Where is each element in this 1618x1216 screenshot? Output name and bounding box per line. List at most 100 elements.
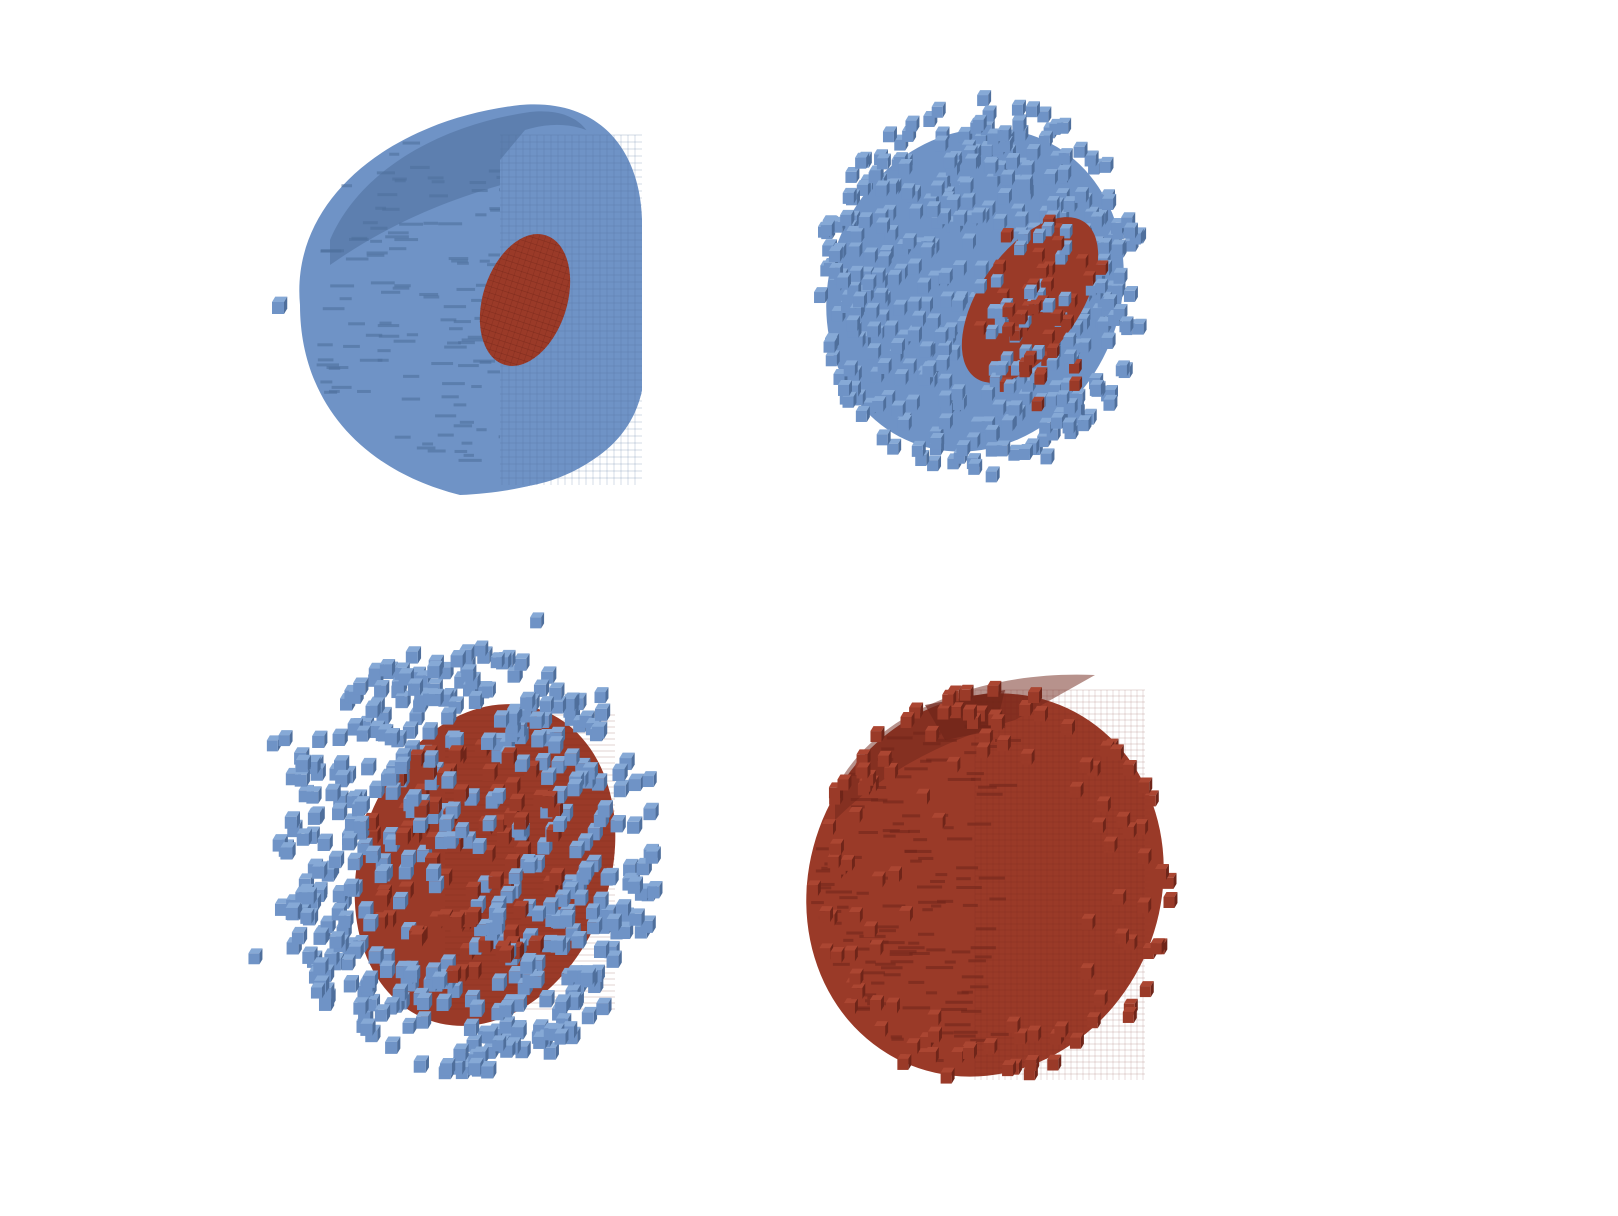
voxel (466, 906, 482, 925)
voxel (1008, 400, 1023, 417)
voxel (849, 265, 864, 282)
voxel (1075, 254, 1089, 269)
voxel (445, 965, 462, 983)
voxel (1115, 360, 1130, 377)
voxel (369, 780, 385, 799)
voxel (1113, 267, 1128, 284)
voxel (997, 125, 1012, 142)
voxel (353, 997, 369, 1015)
voxel (343, 878, 360, 897)
voxel (1139, 981, 1154, 998)
voxel (574, 889, 589, 906)
voxel (409, 929, 426, 947)
voxel (927, 1009, 942, 1026)
voxel (942, 689, 957, 706)
voxel (365, 700, 381, 718)
voxel (935, 355, 950, 371)
voxel (925, 725, 940, 742)
voxel (1001, 415, 1016, 432)
voxel (825, 350, 840, 367)
voxel (937, 703, 952, 720)
voxel (591, 721, 608, 739)
voxel (465, 881, 481, 900)
voxel (1114, 928, 1129, 945)
voxel (943, 322, 958, 339)
voxel (645, 846, 661, 864)
voxel (441, 771, 457, 789)
voxel (493, 710, 510, 728)
voxel (959, 177, 974, 194)
voxel (959, 684, 974, 701)
voxel (820, 220, 835, 237)
voxel (427, 660, 443, 679)
voxel (365, 845, 381, 864)
voxel (1077, 415, 1092, 432)
voxel (332, 728, 348, 747)
voxel (996, 735, 1011, 752)
voxel (1090, 211, 1105, 228)
voxel (1058, 148, 1073, 165)
voxel (1069, 781, 1084, 798)
voxel (463, 1018, 480, 1036)
voxel (985, 466, 1000, 483)
voxel (585, 903, 600, 920)
voxel (500, 885, 516, 904)
voxel (643, 802, 659, 821)
voxel (285, 902, 301, 920)
voxel (1025, 1055, 1040, 1071)
voxel (885, 997, 900, 1014)
voxel (593, 940, 610, 959)
voxel (513, 900, 529, 919)
stray-voxel (272, 296, 288, 314)
voxel (858, 212, 873, 229)
voxel (580, 967, 596, 985)
voxel (1020, 160, 1035, 177)
voxel (1026, 144, 1041, 160)
voxel (951, 384, 966, 401)
voxel (934, 135, 949, 152)
voxel (1093, 989, 1108, 1006)
voxel (511, 994, 528, 1012)
voxel (361, 757, 377, 776)
voxel (1062, 417, 1077, 434)
voxel (1001, 169, 1016, 186)
voxel (453, 1043, 469, 1061)
voxel (511, 1021, 527, 1040)
voxel (1032, 344, 1045, 360)
voxel (1014, 211, 1029, 228)
voxel (1057, 164, 1072, 181)
voxel (528, 935, 544, 953)
voxel (915, 788, 930, 805)
voxel (907, 258, 922, 275)
voxel (513, 812, 530, 830)
voxel (1101, 333, 1116, 349)
voxel (974, 260, 989, 277)
voxel (962, 233, 976, 250)
voxel (474, 640, 489, 657)
voxel (428, 688, 444, 707)
body-voxels (272, 644, 663, 1080)
voxel (280, 842, 296, 860)
voxel (869, 995, 884, 1012)
voxel (1061, 719, 1076, 736)
voxel (300, 907, 315, 924)
voxel (362, 970, 379, 988)
voxel (869, 939, 884, 956)
voxel (1002, 1060, 1017, 1077)
voxel (554, 1028, 569, 1045)
voxel (374, 680, 390, 698)
voxel (569, 840, 585, 859)
stray-voxel (963, 1043, 977, 1059)
voxel (840, 209, 855, 226)
voxel (888, 866, 902, 883)
voxel (1134, 819, 1149, 835)
voxel (368, 946, 384, 964)
voxel (874, 287, 889, 304)
voxel (863, 247, 878, 264)
voxel-panel-bottom-left (248, 612, 663, 1080)
voxel (291, 926, 308, 945)
voxel (938, 390, 953, 407)
voxel (930, 180, 945, 197)
voxel (871, 267, 886, 284)
voxel (328, 850, 345, 869)
